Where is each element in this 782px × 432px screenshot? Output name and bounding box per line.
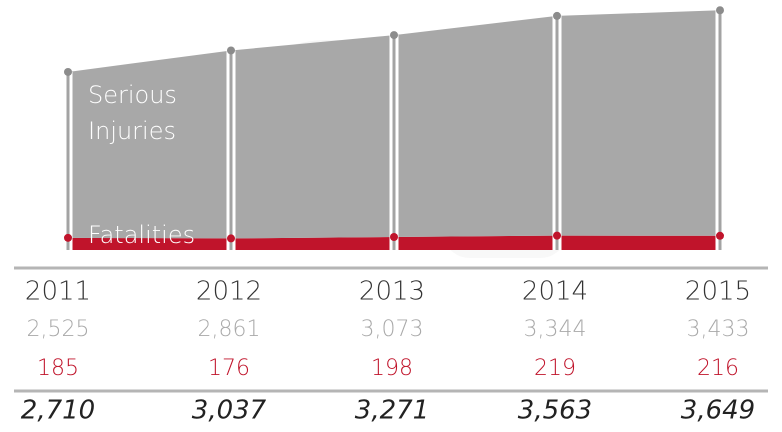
fatality-dot: [553, 231, 561, 240]
injury-dot: [227, 46, 235, 55]
injury-dot: [716, 6, 724, 15]
series-label: Fatalities: [88, 221, 195, 249]
fatality-value: 219: [534, 356, 576, 381]
injury-value: 3,073: [361, 317, 424, 342]
injury-value: 3,344: [524, 317, 587, 342]
injury-dot: [553, 11, 561, 20]
injury-dot: [64, 67, 72, 76]
injury-value: 2,861: [198, 317, 261, 342]
fatality-dot: [390, 232, 398, 241]
total-value: 3,037: [192, 396, 267, 426]
fatality-dot: [716, 231, 724, 240]
series-label: Serious Injuries: [88, 81, 177, 145]
total-value: 3,649: [681, 396, 755, 426]
fatality-value: 176: [208, 356, 250, 381]
total-value: 2,710: [21, 396, 95, 426]
year-label: 2012: [196, 277, 262, 307]
injury-value: 3,433: [687, 317, 750, 342]
total-value: 3,563: [518, 396, 592, 426]
fatality-dot: [227, 234, 235, 243]
fatality-value: 185: [37, 356, 79, 381]
year-label: 2011: [25, 277, 91, 307]
injury-value: 2,525: [27, 317, 90, 342]
fatality-value: 198: [371, 356, 413, 381]
injury-dot: [390, 31, 398, 40]
fatality-value: 216: [697, 356, 739, 381]
year-label: 2015: [685, 277, 751, 307]
year-label: 2013: [359, 277, 425, 307]
total-value: 3,271: [355, 396, 429, 426]
fatality-dot: [64, 233, 72, 242]
year-label: 2014: [522, 277, 588, 307]
